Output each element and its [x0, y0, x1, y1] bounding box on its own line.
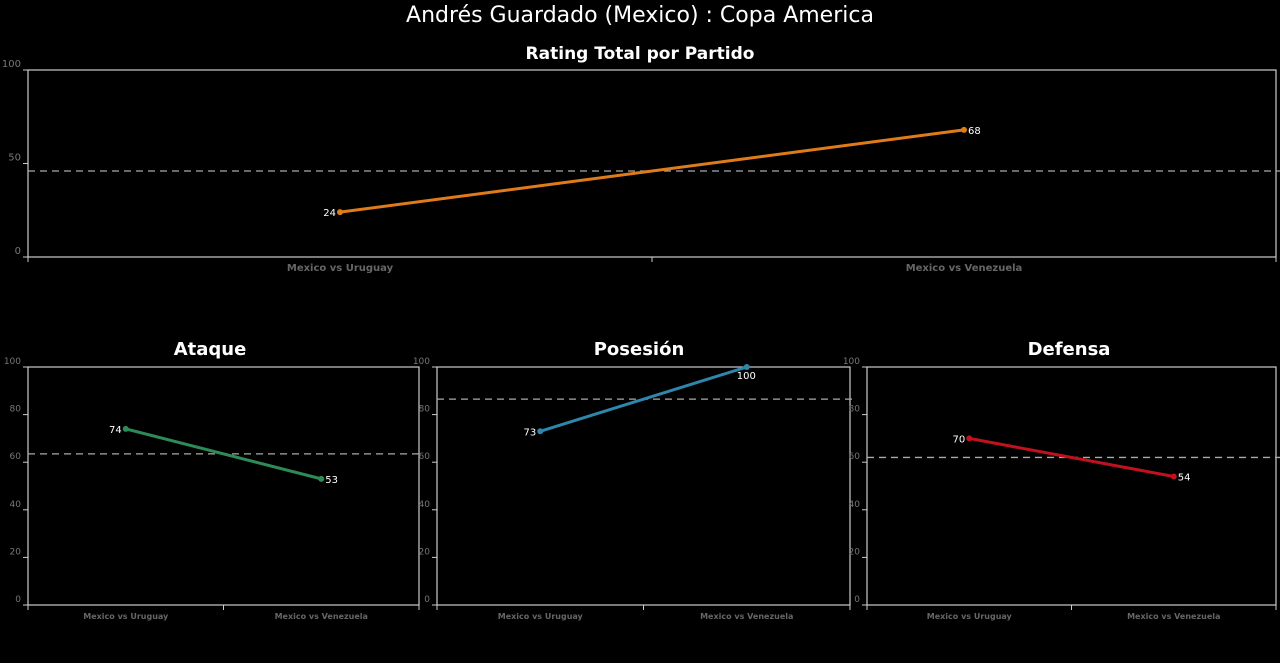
y-tick-label: 50 [8, 153, 21, 164]
y-tick-label: 80 [419, 405, 431, 415]
y-tick-label: 40 [419, 500, 431, 510]
data-label: 24 [323, 208, 336, 219]
data-label: 54 [1178, 472, 1191, 483]
y-tick-label: 20 [419, 547, 431, 557]
y-tick-label: 40 [849, 500, 861, 510]
main-title: Andrés Guardado (Mexico) : Copa America [406, 3, 874, 28]
data-label: 100 [737, 371, 756, 382]
data-point [743, 364, 750, 370]
x-tick-label: Mexico vs Venezuela [906, 263, 1023, 274]
y-tick-label: 0 [424, 595, 430, 605]
y-tick-label: 0 [15, 595, 21, 605]
y-tick-label: 20 [849, 547, 861, 557]
chart-title-defensa: Defensa [1027, 339, 1111, 360]
x-tick-label: Mexico vs Venezuela [275, 612, 368, 621]
plot-frame [27, 366, 420, 606]
data-point [537, 428, 544, 435]
data-label: 73 [524, 427, 537, 438]
series-line [125, 427, 322, 481]
chart-title-total: Rating Total por Partido [525, 44, 755, 64]
y-tick-label: 100 [4, 357, 21, 367]
data-label: 70 [953, 434, 966, 445]
x-tick-label: Mexico vs Uruguay [287, 263, 394, 274]
plot-frame [27, 69, 1277, 258]
y-tick-label: 100 [413, 357, 430, 367]
data-label: 53 [325, 475, 338, 486]
x-tick-label: Mexico vs Uruguay [83, 612, 169, 621]
series-line [339, 128, 965, 214]
x-tick-label: Mexico vs Uruguay [927, 612, 1013, 621]
plot-frame [866, 366, 1277, 606]
x-tick-label: Mexico vs Venezuela [1127, 612, 1220, 621]
data-point [318, 475, 325, 482]
data-point [1170, 473, 1177, 480]
y-tick-label: 80 [10, 405, 22, 415]
y-tick-label: 40 [10, 500, 22, 510]
y-tick-label: 60 [419, 452, 431, 462]
plot-frame [436, 366, 851, 606]
y-tick-label: 0 [854, 595, 860, 605]
data-point [966, 435, 973, 442]
y-tick-label: 100 [843, 357, 860, 367]
series-line [968, 436, 1175, 478]
y-tick-label: 80 [849, 405, 861, 415]
y-tick-label: 0 [15, 246, 21, 257]
y-tick-label: 60 [10, 452, 22, 462]
data-point [122, 425, 129, 432]
x-tick-label: Mexico vs Uruguay [498, 612, 584, 621]
y-tick-label: 60 [849, 452, 861, 462]
y-tick-label: 100 [2, 59, 21, 70]
y-tick-label: 20 [10, 547, 22, 557]
data-point [961, 126, 967, 133]
x-tick-label: Mexico vs Venezuela [700, 612, 793, 621]
chart-title-ataque: Ataque [173, 339, 247, 360]
data-point [337, 209, 343, 216]
data-label: 68 [968, 126, 981, 137]
chart-title-posesion: Posesión [593, 339, 685, 360]
data-label: 74 [109, 425, 122, 436]
series-line [539, 365, 748, 433]
